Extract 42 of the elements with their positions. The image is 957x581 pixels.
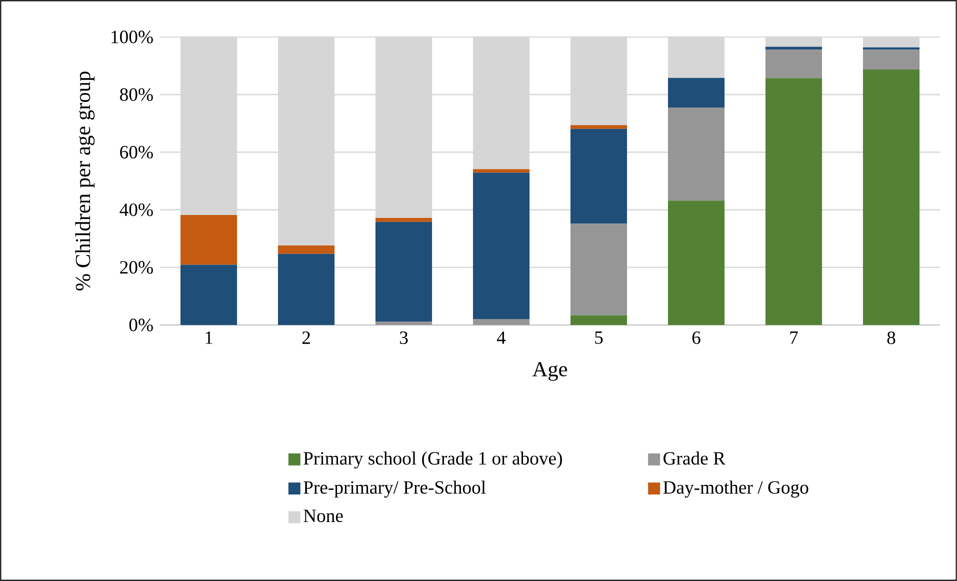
x-tick-label: 1	[206, 331, 212, 344]
legend-label: Pre-primary/ Pre-School	[304, 480, 486, 498]
x-tick-label: 7	[790, 331, 798, 344]
x-tick-label: 3	[400, 331, 408, 344]
bar	[570, 315, 628, 325]
x-axis-title: Age	[532, 362, 568, 381]
bar	[278, 246, 335, 254]
x-tick-label: 6	[692, 331, 700, 344]
y-tick-label: 0%	[129, 318, 153, 332]
y-axis-title: % Children per age group	[75, 72, 95, 290]
bar	[472, 172, 530, 319]
bar	[472, 318, 530, 325]
legend-label: Day-mother / Gogo	[663, 480, 808, 498]
y-tick-label: 40%	[120, 203, 153, 216]
y-tick-label: 100%	[112, 30, 153, 44]
bar	[570, 224, 628, 316]
bar	[180, 214, 238, 265]
bar	[375, 222, 432, 322]
bar	[668, 108, 725, 201]
bar	[278, 254, 335, 325]
bar	[570, 125, 628, 129]
y-tick-label: 80%	[120, 88, 153, 101]
y-tick-label: 60%	[120, 146, 153, 159]
x-tick-label: 8	[887, 331, 896, 344]
bar	[570, 128, 628, 224]
legend-label: None	[304, 510, 343, 522]
x-tick-label: 2	[302, 331, 310, 344]
bar	[765, 50, 822, 78]
y-tick-label: 20%	[120, 261, 153, 274]
bar	[472, 169, 530, 173]
bar	[668, 200, 725, 325]
bar	[375, 322, 432, 325]
legend-label: Grade R	[664, 452, 726, 465]
x-tick-label: 4	[496, 331, 506, 344]
bar	[180, 264, 238, 325]
bar	[765, 78, 822, 325]
legend-label: Primary school (Grade 1 or above)	[304, 452, 562, 469]
x-tick-label: 5	[595, 331, 603, 344]
bar	[375, 218, 432, 222]
bar	[862, 70, 920, 325]
bar	[668, 78, 725, 108]
bar	[862, 50, 920, 70]
